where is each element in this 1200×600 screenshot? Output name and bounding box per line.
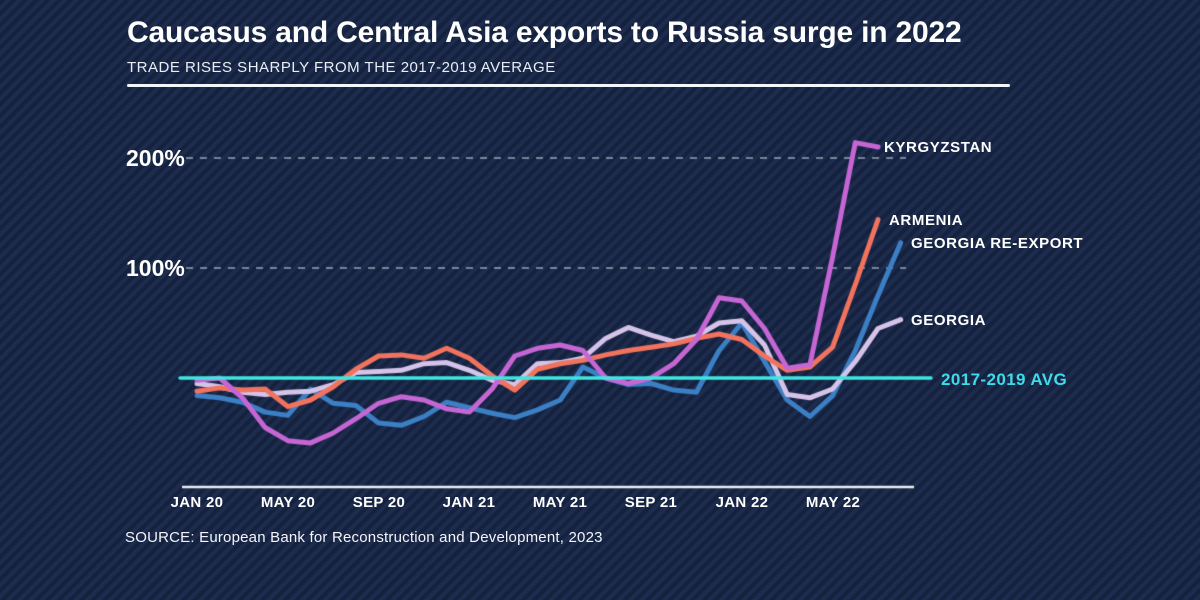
y-axis-tick-200: 200% xyxy=(126,145,185,171)
x-axis-tick-sep20: SEP 20 xyxy=(352,494,406,511)
x-axis-tick-sep21: SEP 21 xyxy=(624,494,678,511)
page-title: Caucasus and Central Asia exports to Rus… xyxy=(127,16,962,49)
x-axis-tick-jan20: JAN 20 xyxy=(170,494,224,511)
series-label-georgia-reexport: GEORGIA RE-EXPORT xyxy=(911,235,1084,252)
page-subtitle: TRADE RISES SHARPLY FROM THE 2017-2019 A… xyxy=(127,59,556,76)
series-label-georgia: GEORGIA xyxy=(911,312,987,329)
x-axis-tick-may22: MAY 22 xyxy=(805,494,861,511)
source-attribution: SOURCE: European Bank for Reconstruction… xyxy=(125,529,603,546)
x-axis-tick-may20: MAY 20 xyxy=(260,494,316,511)
series-label-kyrgyzstan: KYRGYZSTAN xyxy=(884,139,993,156)
series-label-armenia: ARMENIA xyxy=(889,212,964,229)
title-underline-rule xyxy=(127,84,1010,87)
baseline-label-2017-2019-avg: 2017-2019 AVG xyxy=(941,370,1068,389)
x-axis-tick-jan22: JAN 22 xyxy=(715,494,769,511)
x-axis-tick-may21: MAY 21 xyxy=(532,494,588,511)
y-axis-tick-100: 100% xyxy=(126,255,185,281)
x-axis-tick-jan21: JAN 21 xyxy=(442,494,496,511)
